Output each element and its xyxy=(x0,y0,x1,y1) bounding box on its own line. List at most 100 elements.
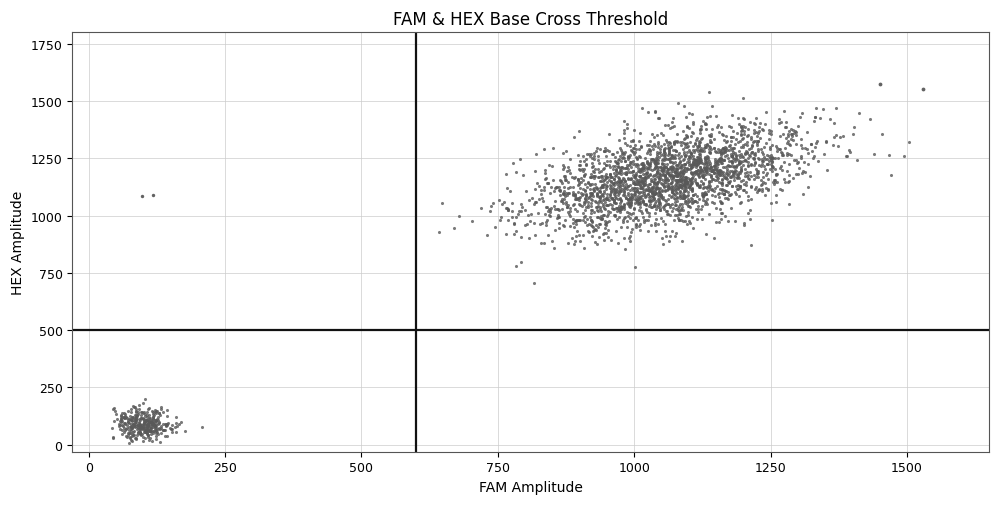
Point xyxy=(531,195,547,204)
Point xyxy=(547,227,563,235)
Point xyxy=(746,138,762,146)
Point xyxy=(583,190,599,198)
Point xyxy=(751,186,767,194)
Point xyxy=(710,161,726,169)
Point xyxy=(612,188,628,196)
Point xyxy=(665,147,681,155)
Point xyxy=(146,420,162,428)
Point xyxy=(735,123,751,131)
Point xyxy=(692,167,708,175)
Point xyxy=(566,224,582,232)
Point xyxy=(641,196,657,205)
Point xyxy=(585,228,601,236)
Point xyxy=(687,198,703,206)
Point xyxy=(627,196,643,204)
Point xyxy=(533,191,549,199)
Point xyxy=(153,422,169,430)
Point xyxy=(148,427,164,435)
Point xyxy=(866,151,882,159)
Point xyxy=(751,124,767,132)
Point xyxy=(168,419,184,427)
Point xyxy=(676,176,692,184)
Point xyxy=(609,159,625,167)
Point xyxy=(662,164,678,172)
Point xyxy=(690,209,706,217)
Point xyxy=(721,170,737,178)
Point xyxy=(140,417,156,425)
Point xyxy=(695,181,711,189)
Point xyxy=(665,204,681,212)
Point xyxy=(708,173,724,181)
Point xyxy=(670,177,686,185)
Point xyxy=(614,177,630,185)
Point xyxy=(617,185,633,193)
Point xyxy=(595,184,611,192)
Point xyxy=(585,223,601,231)
Point xyxy=(713,199,729,207)
Point xyxy=(653,176,669,184)
Point xyxy=(134,426,150,434)
Point xyxy=(799,146,815,154)
Point xyxy=(130,421,146,429)
Point xyxy=(690,160,706,168)
Point xyxy=(583,207,599,215)
Point xyxy=(631,173,647,181)
Point xyxy=(483,203,499,211)
Point xyxy=(541,206,557,214)
Point xyxy=(656,161,672,169)
Point xyxy=(665,155,681,163)
Point xyxy=(603,177,619,185)
Point xyxy=(656,167,672,175)
Point xyxy=(142,427,158,435)
Point xyxy=(781,171,797,179)
Point xyxy=(599,173,615,181)
Point xyxy=(149,407,165,415)
Point xyxy=(670,170,686,178)
Point xyxy=(141,411,157,419)
Point xyxy=(739,139,755,147)
Point xyxy=(137,434,153,442)
Point xyxy=(142,424,158,432)
Point xyxy=(539,180,555,188)
Point xyxy=(653,179,669,187)
Point xyxy=(533,186,549,194)
Point xyxy=(714,131,730,139)
Point xyxy=(677,188,693,196)
Point xyxy=(614,151,630,159)
Point xyxy=(754,155,770,163)
Point xyxy=(695,185,711,193)
Point xyxy=(149,428,165,436)
Point xyxy=(632,182,648,190)
Point xyxy=(690,153,706,161)
Point xyxy=(653,167,669,175)
Point xyxy=(664,189,680,197)
Point xyxy=(599,195,615,204)
Point xyxy=(632,166,648,174)
Point xyxy=(663,164,679,172)
Point xyxy=(697,155,713,163)
Point xyxy=(635,198,651,206)
Point xyxy=(657,172,673,180)
Point xyxy=(632,176,648,184)
Point xyxy=(105,433,121,441)
Point xyxy=(650,115,666,123)
Point xyxy=(733,131,749,139)
Point xyxy=(689,182,705,190)
Point xyxy=(151,410,167,418)
Point xyxy=(567,195,583,204)
Point xyxy=(656,183,672,191)
Point xyxy=(602,172,618,180)
Point xyxy=(792,114,808,122)
Point xyxy=(655,151,671,159)
Point xyxy=(692,164,708,172)
Point xyxy=(571,194,587,203)
Point xyxy=(783,125,799,133)
Point xyxy=(688,159,704,167)
Point xyxy=(139,431,155,439)
Point xyxy=(714,210,730,218)
Point xyxy=(648,206,664,214)
Point xyxy=(759,156,775,164)
Point xyxy=(136,415,152,423)
Point xyxy=(596,188,612,196)
Point xyxy=(640,148,656,156)
